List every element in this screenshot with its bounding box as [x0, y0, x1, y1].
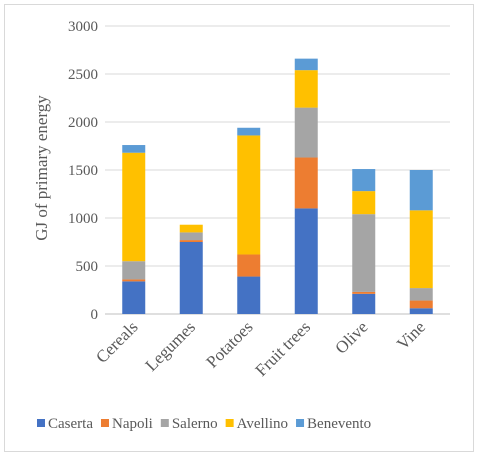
legend-swatch: [225, 419, 234, 427]
x-category-label: Potatoes: [202, 317, 256, 371]
bar-segment: [179, 240, 203, 242]
bar-segment: [237, 276, 261, 314]
legend-swatch: [100, 419, 109, 427]
y-tick-label: 3000: [68, 19, 98, 35]
y-axis-ticks: 0 500 1000 1500 2000 2500 3000: [68, 19, 98, 323]
bar-segment: [352, 293, 376, 314]
bar-segment: [294, 157, 318, 209]
legend-label: Caserta: [48, 416, 93, 432]
bar-segment: [294, 107, 318, 158]
bar-segment: [179, 242, 203, 314]
bar-segment: [352, 291, 376, 294]
x-category-label: Vine: [393, 317, 429, 353]
y-tick-label: 1500: [68, 163, 98, 179]
legend-label: Benevento: [307, 416, 371, 432]
bar-segment: [409, 210, 433, 289]
bar-segment: [294, 208, 318, 314]
bar-segment: [179, 232, 203, 241]
y-tick-label: 1000: [68, 211, 98, 227]
legend-swatch: [296, 419, 305, 427]
x-category-label: Fruit trees: [252, 317, 315, 380]
bar-segment: [237, 135, 261, 255]
bar-segment: [237, 254, 261, 277]
y-tick-label: 2000: [68, 115, 98, 131]
y-tick-label: 0: [91, 307, 99, 323]
gridlines: [105, 25, 450, 315]
bar-segment: [122, 152, 146, 262]
bar-segment: [352, 214, 376, 292]
legend-label: Salerno: [172, 416, 218, 432]
bar-segment: [122, 145, 146, 153]
bar-segment: [122, 279, 146, 282]
bar-segment: [409, 288, 433, 301]
x-category-label: Olive: [331, 317, 371, 357]
legend-swatch: [37, 419, 45, 427]
legend-label: Napoli: [112, 416, 153, 432]
y-axis-title: GJ of primary energy: [32, 95, 51, 241]
bar-segment: [409, 300, 433, 309]
bar-segment: [294, 70, 318, 108]
y-tick-label: 2500: [68, 67, 98, 83]
bar-segment: [352, 169, 376, 192]
bars: [122, 58, 433, 314]
legend-swatch: [160, 419, 169, 427]
bar-segment: [352, 191, 376, 215]
y-tick-label: 500: [76, 259, 99, 275]
legend: Caserta Napoli Salerno Avellino Benevento: [37, 416, 371, 432]
x-category-label: Cereals: [92, 317, 141, 366]
bar-segment: [294, 58, 318, 71]
bar-segment: [179, 224, 203, 233]
bar-segment: [122, 261, 146, 280]
bar-segment: [409, 308, 433, 314]
x-category-label: Legumes: [142, 317, 200, 375]
bar-segment: [237, 127, 261, 136]
bar-segment: [122, 281, 146, 314]
bar-segment: [409, 170, 433, 211]
legend-label: Avellino: [237, 416, 288, 432]
